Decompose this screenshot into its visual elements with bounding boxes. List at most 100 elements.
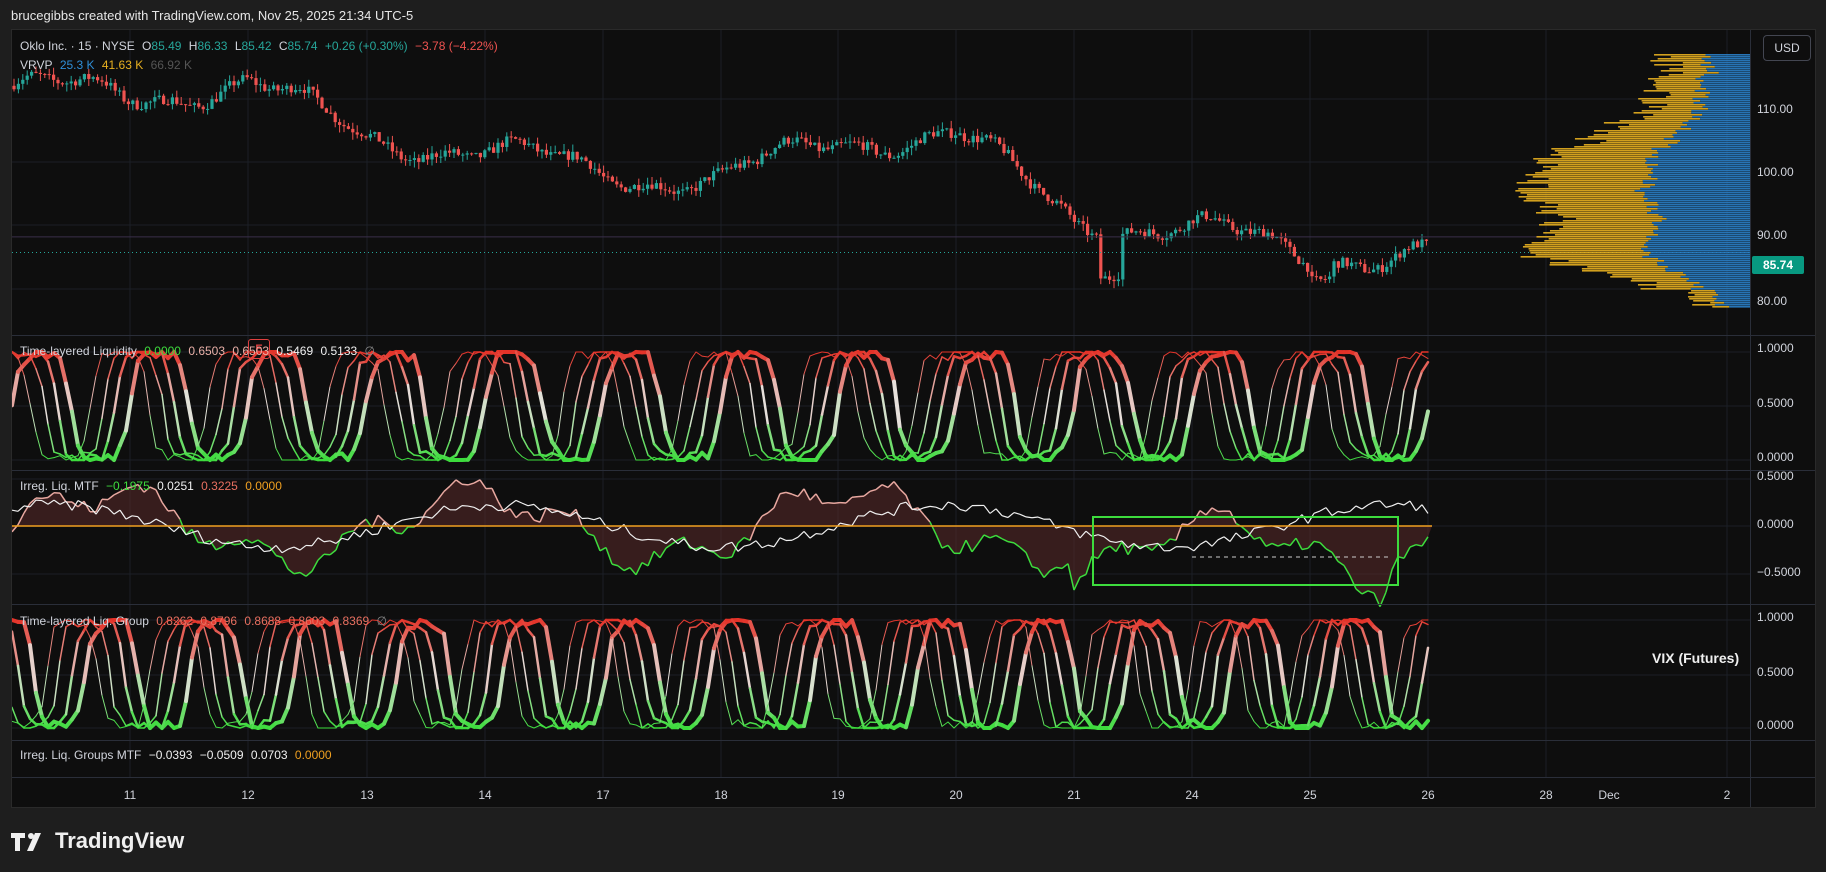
irreg-line <box>1385 505 1393 508</box>
price-candle <box>1204 211 1208 220</box>
vrvp-legend[interactable]: VRVP 25.3 K 41.63 K 66.92 K <box>20 58 196 72</box>
tll-layer <box>1126 380 1136 416</box>
price-chart[interactable] <box>12 30 1815 807</box>
tll-layer <box>1373 454 1381 461</box>
tll-layer <box>149 414 157 449</box>
chart-frame[interactable]: Oklo Inc. · 15 · NYSE O85.49 H86.33 L85.… <box>11 29 1816 808</box>
tll-layer <box>1181 353 1189 362</box>
tll-layer <box>1103 451 1111 455</box>
group-layer <box>29 715 37 724</box>
currency-button[interactable]: USD <box>1763 35 1811 61</box>
tll-layer <box>257 365 265 390</box>
irreg-line <box>629 533 637 540</box>
price-candle <box>923 132 927 144</box>
price-candle <box>1160 238 1164 240</box>
tll-layer <box>1361 456 1369 459</box>
volume-profile-bar <box>1530 252 1651 254</box>
volume-profile-bar <box>1554 150 1658 152</box>
group-layer <box>485 621 493 625</box>
tll-layer <box>23 351 31 357</box>
volume-profile-bar <box>1695 78 1750 80</box>
tll-layer <box>1013 456 1021 460</box>
volume-profile-bar <box>1542 170 1652 172</box>
irreg-line <box>1151 542 1159 546</box>
tll-layer <box>526 400 536 430</box>
x-tick: 14 <box>478 788 492 802</box>
group-layer <box>143 722 151 729</box>
irreg-line <box>401 526 409 535</box>
irreg-line <box>767 544 775 548</box>
group-layer <box>335 720 343 729</box>
price-candle <box>1090 233 1094 236</box>
price-candle <box>329 112 333 114</box>
price-candle <box>439 156 443 158</box>
price-candle <box>263 84 267 91</box>
price-candle <box>685 187 689 190</box>
group-layer <box>1408 715 1418 723</box>
price-candle <box>800 137 804 139</box>
tll-layer <box>1355 456 1363 459</box>
group-layer <box>238 662 248 701</box>
volume-profile-bar <box>1685 274 1750 276</box>
tradingview-logo[interactable]: TradingView <box>11 828 184 854</box>
price-candle <box>487 147 491 151</box>
irreg-line <box>1247 531 1255 540</box>
irreg-line <box>497 509 505 512</box>
price-candle <box>1345 257 1349 267</box>
tll-legend[interactable]: Time-layered Liquidity 0.0000 0.6503 0.6… <box>20 344 379 358</box>
price-candle <box>769 153 773 156</box>
price-candle <box>316 89 320 98</box>
tll-layer <box>220 442 230 452</box>
group-layer <box>797 620 805 627</box>
group-layer <box>994 702 1004 727</box>
volume-profile-bar <box>1700 118 1750 120</box>
tll-layer <box>1169 351 1177 354</box>
irreg-line <box>785 491 793 495</box>
group-legend[interactable]: Time-layered Liq. Group 0.8262 0.8796 0.… <box>20 614 391 628</box>
irreg-legend[interactable]: Irreg. Liq. MTF −0.1975 0.0251 0.3225 0.… <box>20 479 286 493</box>
tll-layer <box>959 352 967 366</box>
earnings-badge[interactable]: E <box>248 339 270 359</box>
irreg-line <box>1121 540 1129 549</box>
group-layer <box>923 620 931 626</box>
price-candle <box>364 136 368 138</box>
group-layer <box>1162 670 1172 716</box>
tll-layer <box>712 410 722 444</box>
tll-layer <box>29 354 37 370</box>
volume-profile-bar <box>1691 112 1750 114</box>
tll-layer <box>497 375 505 407</box>
price-candle <box>311 86 315 90</box>
volume-profile-bar <box>1693 102 1750 104</box>
group-layer <box>1067 721 1075 729</box>
price-candle <box>1376 265 1380 270</box>
irreg-line <box>827 528 835 531</box>
group-layer <box>929 677 937 707</box>
tll-layer <box>563 365 571 393</box>
price-candle <box>734 163 738 168</box>
irreg-line <box>65 501 73 511</box>
group-layer <box>779 623 787 636</box>
irreg-line <box>857 495 865 498</box>
groups-mtf-legend[interactable]: Irreg. Liq. Groups MTF −0.0393 −0.0509 0… <box>20 748 336 762</box>
price-candle <box>1191 220 1195 224</box>
tll-layer <box>1079 351 1087 355</box>
price-candle <box>1028 179 1032 189</box>
volume-profile-bar <box>1700 76 1750 78</box>
group-layer <box>107 717 115 721</box>
group-layer <box>785 622 793 625</box>
volume-profile-bar <box>1702 114 1750 116</box>
volume-profile-bar <box>1533 158 1646 160</box>
group-layer <box>514 618 524 627</box>
group-layer <box>1024 629 1034 655</box>
group-layer <box>538 677 548 718</box>
low-value: 85.42 <box>241 39 272 53</box>
group-layer <box>119 726 127 729</box>
volume-profile-bar <box>1551 148 1652 150</box>
volume-profile-bar <box>1631 278 1689 280</box>
tll-layer <box>1235 447 1243 461</box>
irreg-line <box>1229 532 1237 542</box>
irreg-line <box>491 488 499 502</box>
irreg-line <box>1127 542 1135 549</box>
irreg-line <box>173 525 181 533</box>
tll-layer <box>779 454 787 461</box>
